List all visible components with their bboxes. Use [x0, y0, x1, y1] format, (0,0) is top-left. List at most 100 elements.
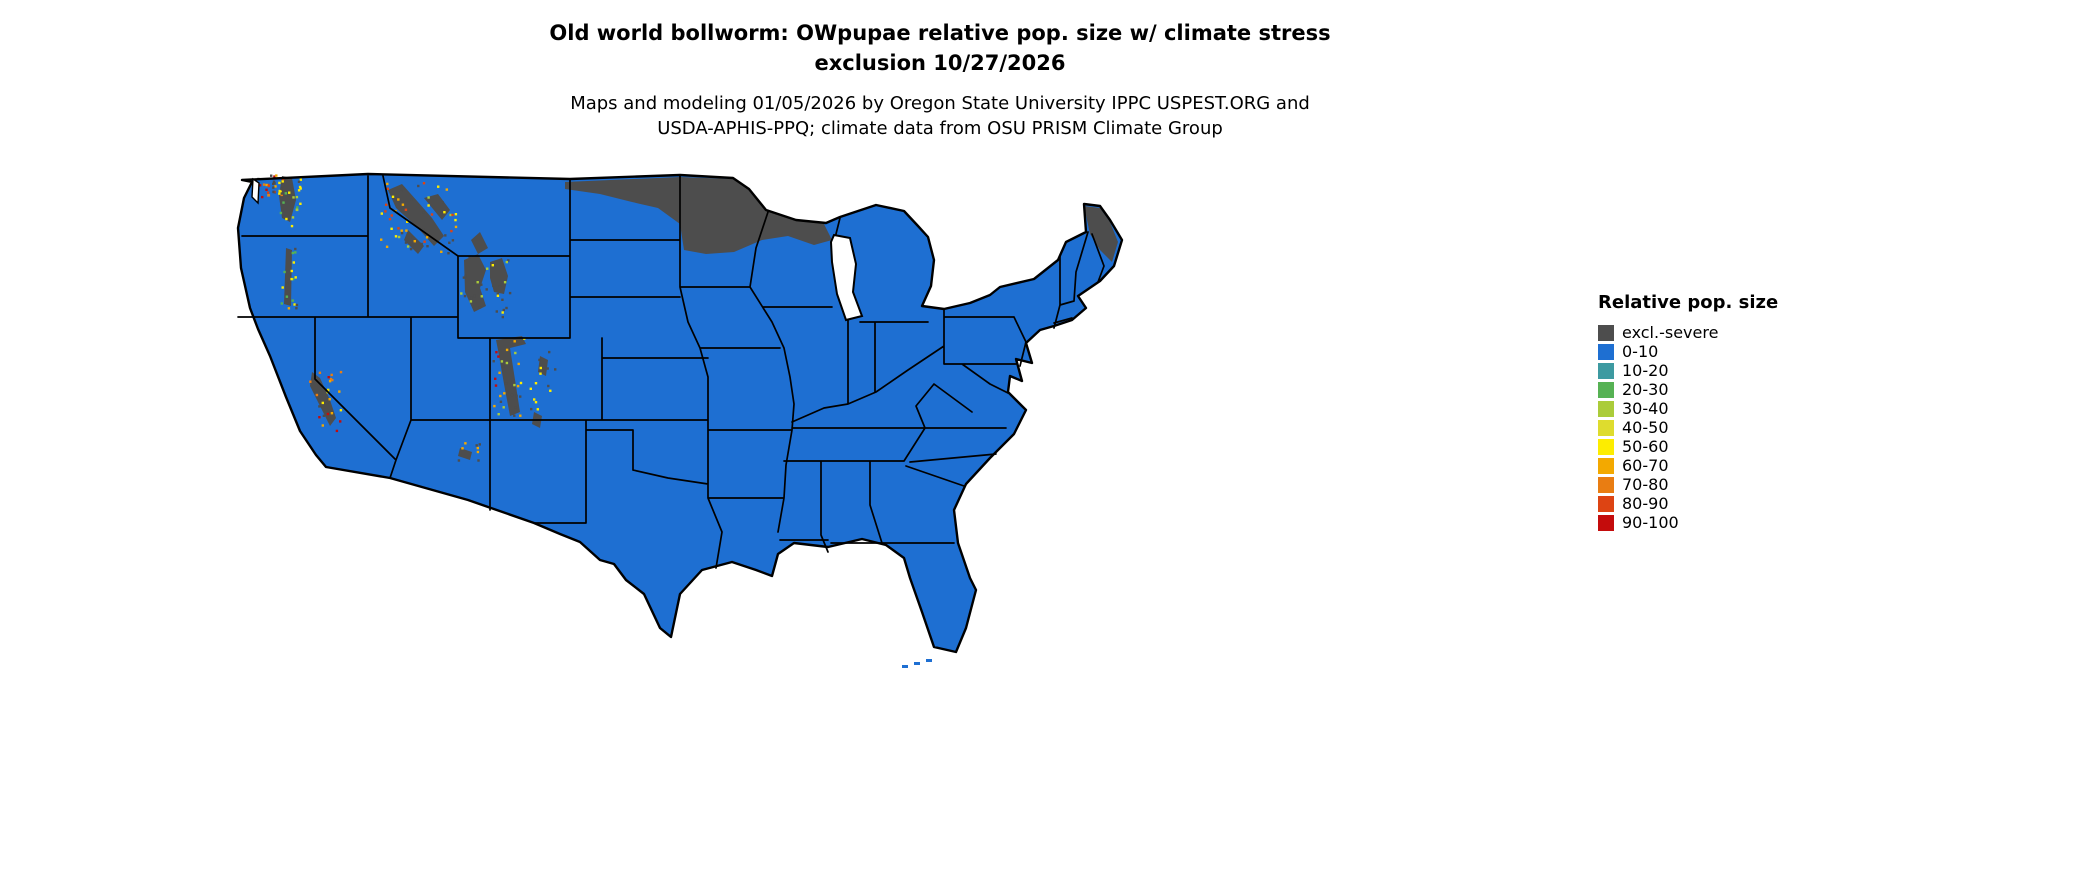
population-speckle: [518, 363, 520, 365]
population-speckle: [407, 245, 409, 247]
legend-items: excl.-severe 0-10 10-20 20-30 30-40 40-50 50-6…: [1598, 323, 1778, 532]
population-speckle: [479, 306, 481, 308]
population-speckle: [386, 246, 388, 248]
population-speckle: [414, 240, 416, 242]
legend-label: 20-30: [1622, 380, 1669, 399]
population-speckle: [447, 252, 449, 254]
population-speckle: [548, 351, 550, 353]
population-speckle: [497, 295, 499, 297]
population-speckle: [286, 283, 288, 285]
population-speckle: [295, 276, 297, 278]
population-speckle: [554, 368, 556, 370]
population-speckle: [411, 237, 413, 239]
map-title-line2: exclusion 10/27/2026: [0, 48, 1880, 78]
population-speckle: [336, 430, 338, 432]
population-speckle: [440, 251, 442, 253]
population-speckle: [450, 230, 452, 232]
population-speckle: [291, 225, 293, 227]
population-speckle: [405, 229, 407, 231]
population-speckle: [292, 196, 294, 198]
legend-item: 10-20: [1598, 361, 1778, 380]
population-speckle: [480, 284, 482, 286]
legend-swatch: [1598, 458, 1614, 474]
population-speckle: [535, 401, 537, 403]
population-speckle: [285, 218, 287, 220]
population-speckle: [497, 355, 499, 357]
legend-label: 10-20: [1622, 361, 1669, 380]
legend-label: 0-10: [1622, 342, 1658, 361]
population-speckle: [476, 444, 478, 446]
population-speckle: [287, 194, 289, 196]
population-speckle: [322, 402, 324, 404]
florida-key-dot: [914, 662, 920, 665]
population-speckle: [268, 185, 270, 187]
us-map: [228, 160, 1168, 680]
map-legend: Relative pop. size excl.-severe 0-10 10-20…: [1598, 292, 1778, 532]
population-speckle: [417, 185, 419, 187]
population-speckle: [501, 299, 503, 301]
population-speckle: [295, 307, 297, 309]
population-speckle: [272, 191, 274, 193]
population-speckle: [492, 285, 494, 287]
population-speckle: [296, 209, 298, 211]
population-speckle: [470, 297, 472, 299]
population-speckle: [496, 310, 498, 312]
population-speckle: [442, 201, 444, 203]
population-speckle: [423, 182, 425, 184]
florida-key-dot: [902, 665, 908, 668]
population-speckle: [402, 204, 404, 206]
population-speckle: [530, 408, 532, 410]
population-speckle: [387, 188, 389, 190]
population-speckle: [281, 188, 283, 190]
population-speckle: [514, 340, 516, 342]
population-speckle: [539, 373, 541, 375]
population-speckle: [291, 270, 293, 272]
population-speckle: [448, 242, 450, 244]
population-speckle: [505, 382, 507, 384]
population-speckle: [481, 295, 483, 297]
legend-swatch: [1598, 477, 1614, 493]
population-speckle: [477, 459, 479, 461]
population-speckle: [331, 374, 333, 376]
population-speckle: [514, 406, 516, 408]
population-speckle: [338, 390, 340, 392]
population-speckle: [477, 451, 479, 453]
population-speckle: [322, 424, 324, 426]
population-speckle: [319, 372, 321, 374]
legend-item: 40-50: [1598, 418, 1778, 437]
legend-label: 50-60: [1622, 437, 1669, 456]
population-speckle: [492, 264, 494, 266]
population-speckle: [520, 382, 522, 384]
population-speckle: [437, 186, 439, 188]
population-speckle: [454, 219, 456, 221]
population-speckle: [427, 196, 429, 198]
population-speckle: [451, 214, 453, 216]
population-speckle: [493, 360, 495, 362]
population-speckle: [288, 192, 290, 194]
population-speckle: [273, 182, 275, 184]
population-speckle: [296, 206, 298, 208]
population-speckle: [316, 394, 318, 396]
us-map-container: [228, 160, 1168, 680]
population-speckle: [286, 296, 288, 298]
map-subtitle-line2: USDA-APHIS-PPQ; climate data from OSU PR…: [0, 116, 1880, 141]
population-speckle: [293, 261, 295, 263]
map-header: Old world bollworm: OWpupae relative pop…: [0, 18, 1880, 141]
population-speckle: [494, 378, 496, 380]
population-speckle: [501, 360, 503, 362]
population-speckle: [493, 405, 495, 407]
legend-swatch: [1598, 363, 1614, 379]
population-speckle: [395, 235, 397, 237]
population-speckle: [265, 184, 267, 186]
population-speckle: [282, 180, 284, 182]
population-speckle: [477, 447, 479, 449]
population-speckle: [299, 203, 301, 205]
population-speckle: [278, 182, 280, 184]
population-speckle: [443, 211, 445, 213]
population-speckle: [509, 292, 511, 294]
map-subtitle-line1: Maps and modeling 01/05/2026 by Oregon S…: [0, 91, 1880, 116]
population-speckle: [461, 447, 463, 449]
population-speckle: [323, 415, 325, 417]
population-speckle: [405, 241, 407, 243]
legend-label: 30-40: [1622, 399, 1669, 418]
